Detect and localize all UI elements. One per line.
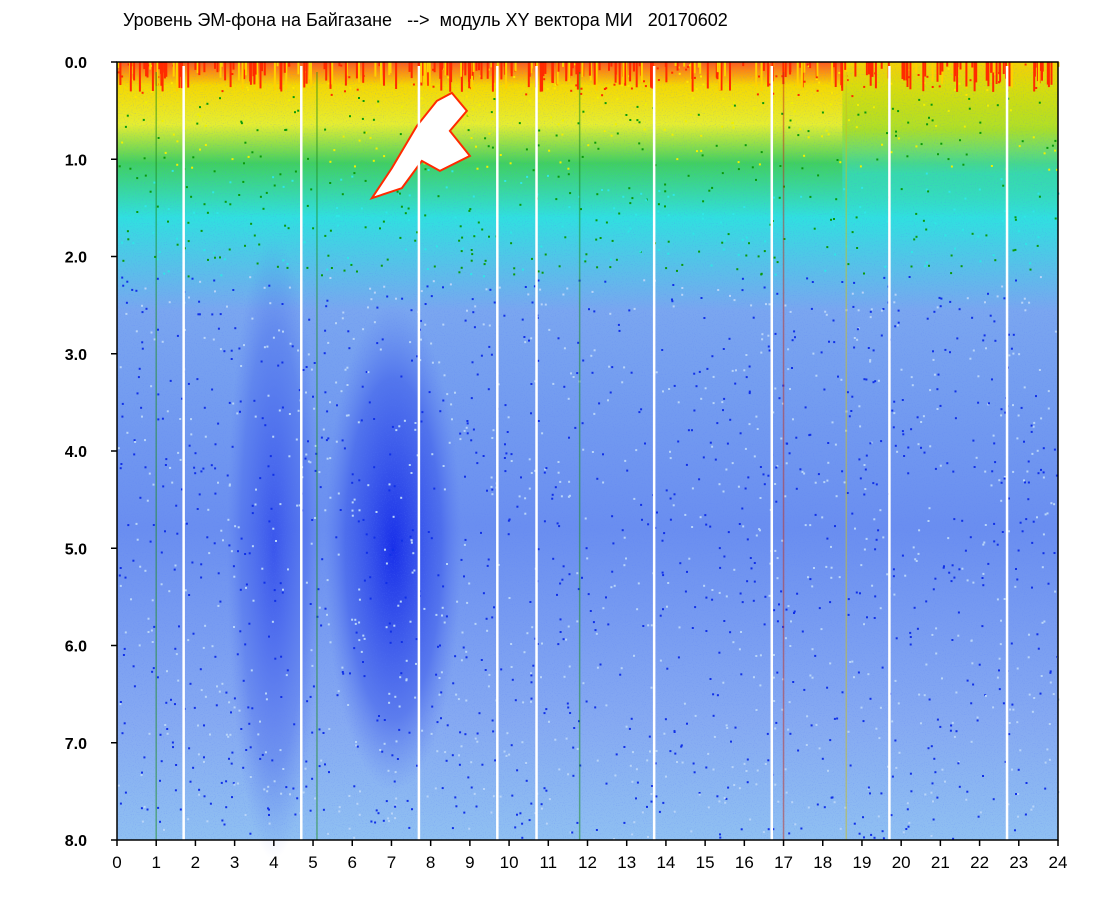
x-tick-label: 18 xyxy=(813,853,832,872)
y-tick-label: 2.0 xyxy=(65,250,87,267)
y-tick-label: 7.0 xyxy=(65,736,87,753)
x-tick-label: 16 xyxy=(735,853,754,872)
x-axis: 0 1 2 3 4 5 6 7 8 9 10 11 12 13 14 15 16 17 18 19 20 21 22 23 24 xyxy=(112,840,1067,872)
x-tick-label: 3 xyxy=(230,853,239,872)
x-tick-label: 10 xyxy=(500,853,519,872)
x-tick-label: 12 xyxy=(578,853,597,872)
y-tick-label: 0.0 xyxy=(65,55,87,72)
x-tick-label: 15 xyxy=(696,853,715,872)
plot-area xyxy=(116,61,1060,860)
y-axis: 0.0 1.0 2.0 3.0 4.0 5.0 6.0 7.0 8.0 xyxy=(65,55,117,850)
gap-columns xyxy=(182,66,1009,840)
y-tick-label: 4.0 xyxy=(65,444,87,461)
x-tick-label: 9 xyxy=(465,853,474,872)
noise-speckle xyxy=(117,62,1058,840)
x-tick-label: 4 xyxy=(269,853,278,872)
x-tick-label: 17 xyxy=(774,853,793,872)
x-tick-label: 2 xyxy=(191,853,200,872)
y-tick-label: 6.0 xyxy=(65,639,87,656)
x-tick-label: 20 xyxy=(892,853,911,872)
x-tick-label: 8 xyxy=(426,853,435,872)
x-tick-label: 13 xyxy=(617,853,636,872)
x-tick-label: 7 xyxy=(387,853,396,872)
x-tick-label: 21 xyxy=(931,853,950,872)
x-tick-label: 11 xyxy=(539,853,557,872)
y-tick-label: 1.0 xyxy=(65,152,87,169)
y-tick-label: 8.0 xyxy=(65,833,87,850)
x-tick-label: 19 xyxy=(852,853,871,872)
x-tick-label: 0 xyxy=(112,853,121,872)
x-tick-label: 14 xyxy=(656,853,675,872)
x-tick-label: 24 xyxy=(1049,853,1068,872)
x-tick-label: 6 xyxy=(348,853,357,872)
x-tick-label: 5 xyxy=(308,853,317,872)
y-tick-label: 5.0 xyxy=(65,541,87,558)
x-tick-label: 1 xyxy=(151,853,160,872)
y-tick-label: 3.0 xyxy=(65,347,87,364)
x-tick-label: 22 xyxy=(970,853,989,872)
x-tick-label: 23 xyxy=(1009,853,1028,872)
chart-title: Уровень ЭМ-фона на Байгазане --> модуль … xyxy=(123,10,728,30)
